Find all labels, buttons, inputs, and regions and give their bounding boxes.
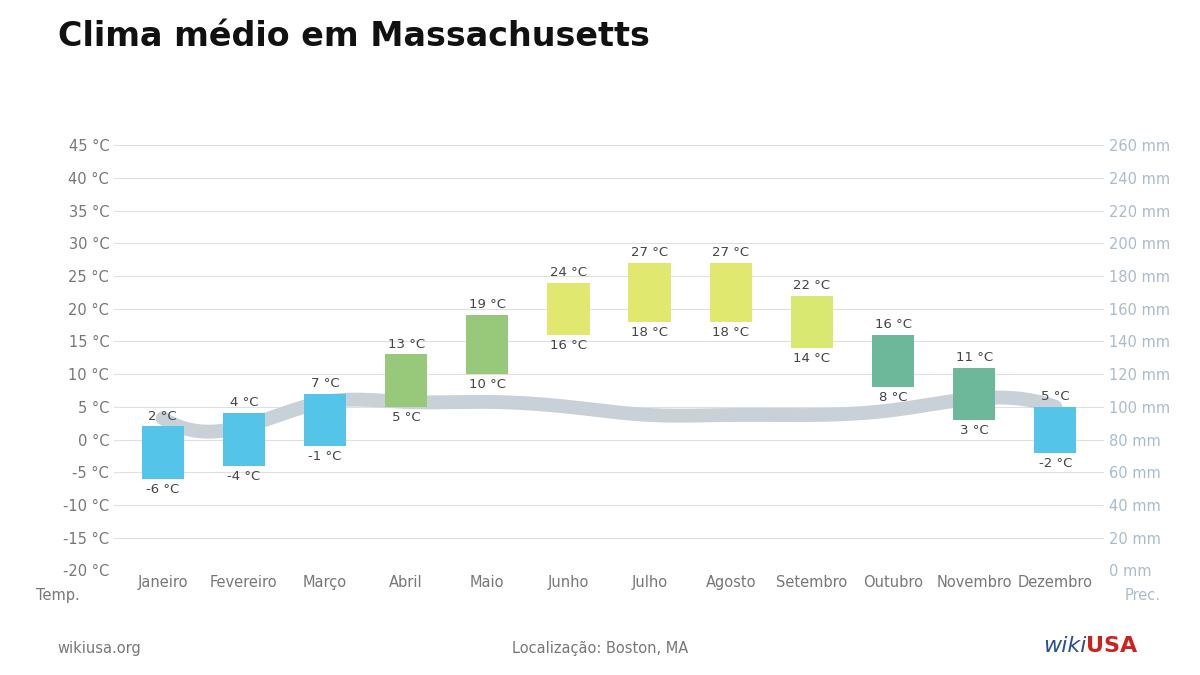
Bar [791, 296, 833, 348]
Bar [547, 283, 589, 335]
Bar [872, 335, 914, 387]
Bar [142, 427, 184, 479]
Text: -2 °C: -2 °C [1039, 456, 1072, 470]
Text: Prec.: Prec. [1124, 588, 1160, 603]
Text: 22 °C: 22 °C [793, 279, 830, 292]
Text: 2 °C: 2 °C [149, 410, 178, 423]
Text: Clima médio em Massachusetts: Clima médio em Massachusetts [58, 20, 649, 53]
Text: -6 °C: -6 °C [146, 483, 179, 495]
Text: -4 °C: -4 °C [227, 470, 260, 483]
Text: wiki: wiki [1043, 636, 1086, 656]
Bar [466, 315, 509, 374]
Text: 18 °C: 18 °C [631, 326, 668, 339]
Text: 18 °C: 18 °C [713, 326, 749, 339]
Text: 16 °C: 16 °C [875, 318, 912, 331]
Text: 4 °C: 4 °C [229, 396, 258, 410]
Text: 5 °C: 5 °C [392, 411, 420, 424]
Text: wikiusa.org: wikiusa.org [58, 641, 142, 656]
Text: 27 °C: 27 °C [712, 246, 749, 259]
Text: 19 °C: 19 °C [469, 298, 505, 311]
Text: Temp.: Temp. [36, 588, 79, 603]
Bar [953, 368, 995, 420]
Text: 11 °C: 11 °C [955, 350, 992, 364]
Text: 8 °C: 8 °C [878, 391, 907, 404]
Text: 14 °C: 14 °C [793, 352, 830, 365]
Text: USA: USA [1086, 636, 1138, 656]
Text: -1 °C: -1 °C [308, 450, 342, 463]
Bar [304, 394, 346, 446]
Text: Localização: Boston, MA: Localização: Boston, MA [512, 641, 688, 656]
Text: 16 °C: 16 °C [550, 339, 587, 352]
Text: 27 °C: 27 °C [631, 246, 668, 259]
Text: 13 °C: 13 °C [388, 338, 425, 350]
Text: 3 °C: 3 °C [960, 424, 989, 437]
Bar [709, 263, 752, 322]
Text: 5 °C: 5 °C [1040, 390, 1069, 403]
Text: 24 °C: 24 °C [550, 265, 587, 279]
Bar [223, 413, 265, 466]
Bar [629, 263, 671, 322]
Text: 10 °C: 10 °C [469, 378, 505, 391]
Bar [385, 354, 427, 407]
Bar [1034, 407, 1076, 453]
Text: 7 °C: 7 °C [311, 377, 340, 389]
